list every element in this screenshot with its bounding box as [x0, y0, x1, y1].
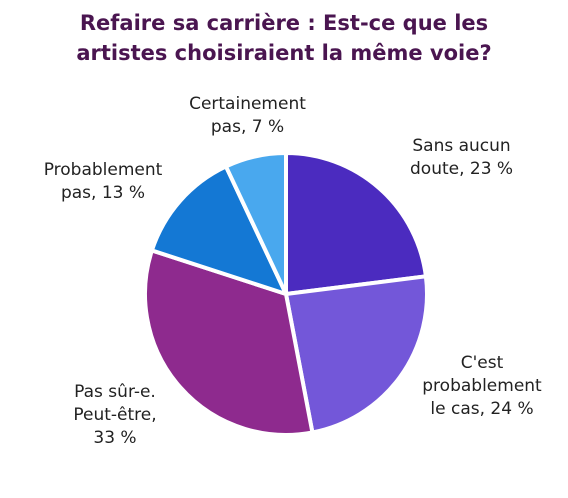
slice-label-line: le cas, 24 %	[430, 399, 534, 419]
chart-title-line-2: artistes choisiraient la même voie?	[76, 41, 492, 65]
slice-label-probablement-pas: Probablement pas, 13 %	[28, 159, 178, 205]
slice-label-sans-aucun-doute: Sans aucun doute, 23 %	[410, 135, 513, 181]
slice-label-line: Peut-être,	[73, 405, 157, 425]
pie-slice-pas-sur	[143, 248, 315, 437]
chart-title-line-1: Refaire sa carrière : Est-ce que les	[79, 11, 489, 35]
slice-label-line: 33 %	[93, 428, 137, 448]
slice-label-line: doute, 23 %	[410, 159, 514, 179]
slice-label-line: Pas sûr-e.	[74, 382, 156, 402]
pie-slice-probablement-pas	[149, 164, 288, 296]
slice-label-cest-probablement: C'est probablement le cas, 24 %	[412, 352, 552, 421]
slice-label-line: Sans aucun	[412, 136, 511, 156]
chart-title: Refaire sa carrière : Est-ce que les art…	[0, 8, 568, 68]
slice-label-line: probablement	[422, 376, 542, 396]
slice-label-certainement-pas: Certainement pas, 7 %	[175, 93, 320, 139]
slice-label-line: Certainement	[189, 94, 306, 114]
slice-label-line: Probablement	[43, 160, 163, 180]
slice-label-line: pas, 7 %	[210, 117, 285, 137]
slice-label-line: C'est	[460, 353, 504, 373]
slice-label-pas-sur: Pas sûr-e. Peut-être, 33 %	[50, 381, 180, 450]
slice-label-line: pas, 13 %	[60, 183, 146, 203]
pie-slices	[143, 151, 429, 437]
pie-slice-cest-probablement	[284, 274, 429, 435]
pie-slice-certainement-pas	[223, 151, 288, 296]
pie-slice-sans-aucun-doute	[284, 151, 428, 296]
